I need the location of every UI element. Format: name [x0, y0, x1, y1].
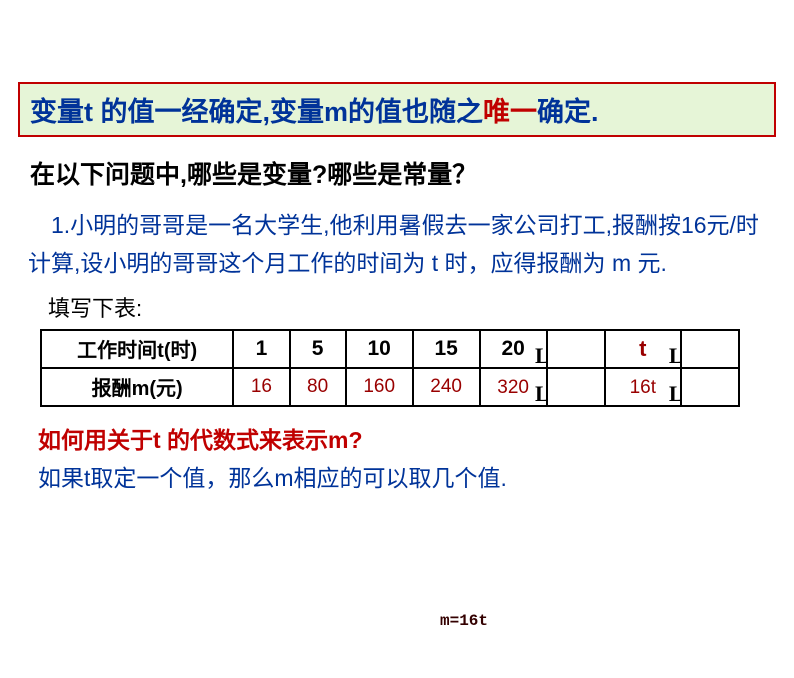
header-ellipsis-cell [681, 330, 739, 368]
header-cell: 5 [290, 330, 346, 368]
banner-text-2: 确定. [537, 97, 599, 127]
header-cell: 10 [346, 330, 413, 368]
table-header-row: 工作时间t(时) 1 5 10 15 20L tL [41, 330, 739, 368]
header-cell: 1 [233, 330, 289, 368]
data-label: 报酬m(元) [41, 368, 233, 406]
header-cell: 20L [480, 330, 547, 368]
main-question: 在以下问题中,哪些是变量?哪些是常量？ [30, 155, 764, 191]
banner-highlight: 唯一 [483, 97, 537, 127]
data-ellipsis-cell [547, 368, 605, 406]
fill-table-label: 填写下表: [48, 291, 794, 323]
header-var-cell: tL [605, 330, 681, 368]
banner-box: 变量t 的值一经确定,变量m的值也随之唯一确定. [18, 82, 776, 137]
data-ellipsis-cell [681, 368, 739, 406]
formula-text: m=16t [440, 612, 488, 630]
data-cell: 80 [290, 368, 346, 406]
bottom-statement: 如果t取定一个值，那么m相应的可以取几个值. [38, 459, 794, 493]
data-cell: 16 [233, 368, 289, 406]
expression-question: 如何用关于t 的代数式来表示m? [38, 421, 794, 455]
data-cell: 320L [480, 368, 547, 406]
problem-text: 1.小明的哥哥是一名大学生,他利用暑假去一家公司打工,报酬按16元/时计算,设小… [28, 207, 766, 283]
banner-text-1: 变量t 的值一经确定,变量m的值也随之 [30, 97, 483, 127]
data-cell: 240 [413, 368, 480, 406]
data-cell: 160 [346, 368, 413, 406]
header-label: 工作时间t(时) [41, 330, 233, 368]
table-data-row: 报酬m(元) 16 80 160 240 320L 16tL [41, 368, 739, 406]
data-table: 工作时间t(时) 1 5 10 15 20L tL 报酬m(元) 16 80 1… [40, 329, 740, 407]
data-var-cell: 16tL [605, 368, 681, 406]
header-ellipsis-cell [547, 330, 605, 368]
header-cell: 15 [413, 330, 480, 368]
